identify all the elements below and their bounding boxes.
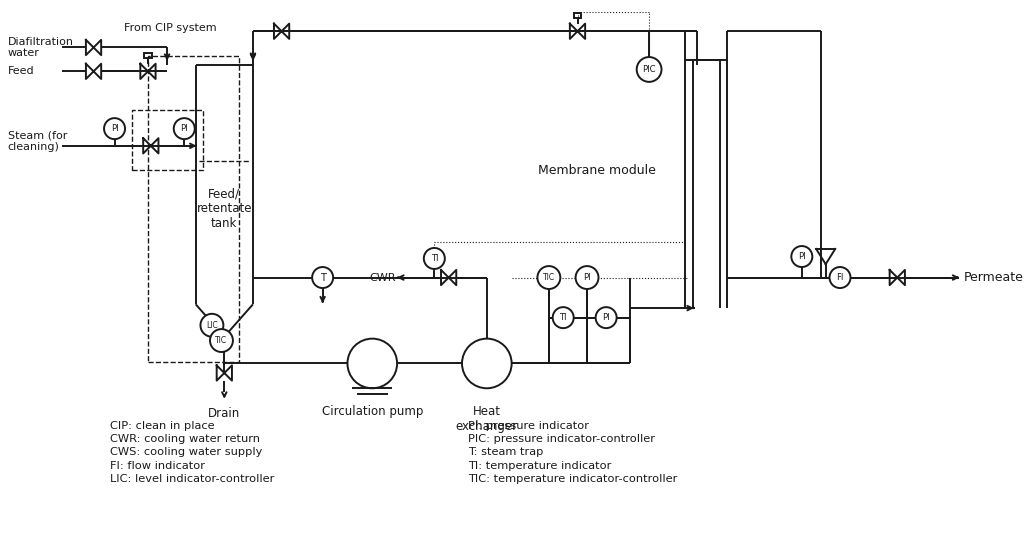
Text: TI: TI xyxy=(430,254,438,263)
Text: Feed: Feed xyxy=(7,66,34,76)
Circle shape xyxy=(104,118,125,139)
Text: Circulation pump: Circulation pump xyxy=(322,405,423,419)
Text: FI: FI xyxy=(837,273,844,282)
Text: CWR: CWR xyxy=(370,272,396,282)
Circle shape xyxy=(829,267,851,288)
Circle shape xyxy=(210,329,232,352)
Circle shape xyxy=(312,267,333,288)
Text: PI: PI xyxy=(602,313,610,322)
Circle shape xyxy=(201,314,223,337)
Circle shape xyxy=(596,307,616,328)
Bar xyxy=(132,110,204,170)
Text: TI: TI xyxy=(559,313,567,322)
Text: LIC: LIC xyxy=(206,321,218,330)
Text: Membrane module: Membrane module xyxy=(538,164,655,177)
Text: Diafiltration
water: Diafiltration water xyxy=(7,36,74,58)
Text: FI: flow indicator: FI: flow indicator xyxy=(110,461,205,471)
Text: Drain: Drain xyxy=(208,407,241,420)
Text: PIC: pressure indicator-controller: PIC: pressure indicator-controller xyxy=(468,434,654,444)
Text: TIC: TIC xyxy=(543,273,555,282)
Circle shape xyxy=(637,57,662,82)
Text: CWS: cooling water supply: CWS: cooling water supply xyxy=(110,448,262,457)
Circle shape xyxy=(424,248,444,269)
Circle shape xyxy=(538,266,560,289)
Text: PI: PI xyxy=(180,124,188,133)
Text: Feed/
retentate
tank: Feed/ retentate tank xyxy=(197,187,252,230)
Text: PI: PI xyxy=(798,252,806,261)
Text: Steam (for
cleaning): Steam (for cleaning) xyxy=(7,130,67,152)
Text: Heat
exchanger: Heat exchanger xyxy=(456,405,518,434)
Text: PI: pressure indicator: PI: pressure indicator xyxy=(468,421,589,431)
Text: PI: PI xyxy=(111,124,119,133)
Text: TIC: TIC xyxy=(215,336,227,345)
Text: PIC: PIC xyxy=(642,65,655,74)
Text: LIC: level indicator-controller: LIC: level indicator-controller xyxy=(110,474,274,484)
Text: TIC: temperature indicator-controller: TIC: temperature indicator-controller xyxy=(468,474,677,484)
Bar xyxy=(144,53,152,58)
Circle shape xyxy=(174,118,195,139)
Circle shape xyxy=(792,246,812,267)
Circle shape xyxy=(575,266,598,289)
Bar xyxy=(573,13,582,18)
Text: Permeate: Permeate xyxy=(965,271,1024,284)
Text: T: steam trap: T: steam trap xyxy=(468,448,543,457)
Bar xyxy=(147,56,239,362)
Text: PI: PI xyxy=(584,273,591,282)
Text: CWR: cooling water return: CWR: cooling water return xyxy=(110,434,260,444)
Text: T: T xyxy=(319,272,326,282)
Text: TI: temperature indicator: TI: temperature indicator xyxy=(468,461,611,471)
Text: From CIP system: From CIP system xyxy=(124,24,217,33)
Circle shape xyxy=(553,307,573,328)
Text: CIP: clean in place: CIP: clean in place xyxy=(110,421,214,431)
